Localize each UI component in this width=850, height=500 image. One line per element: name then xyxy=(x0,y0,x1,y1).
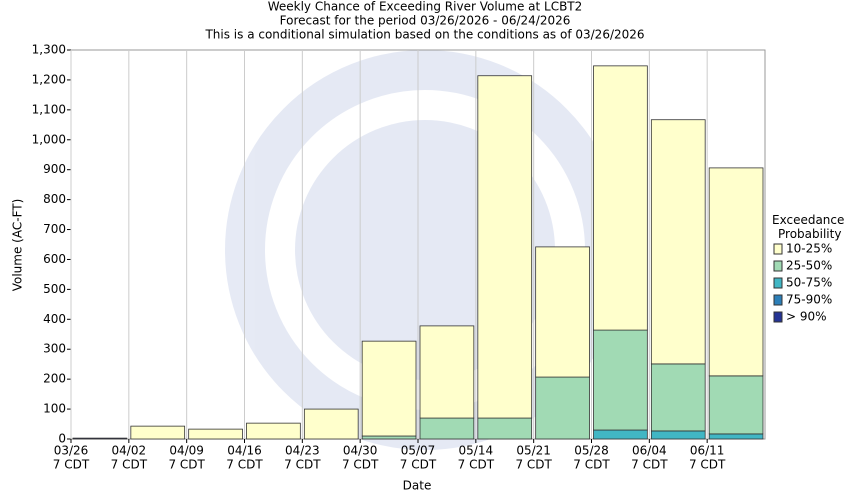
bar-segment xyxy=(130,425,186,440)
x-tick-time: 7 CDT xyxy=(400,458,437,472)
y-axis-label: Volume (AC-FT) xyxy=(11,199,25,292)
x-tick-label: 04/23 xyxy=(285,444,320,458)
x-tick-label: 04/16 xyxy=(227,444,262,458)
x-axis-label: Date xyxy=(403,479,432,493)
y-tick-label: 100 xyxy=(43,402,66,416)
bar-segment xyxy=(361,340,417,437)
legend-swatch xyxy=(773,243,783,255)
x-tick-time: 7 CDT xyxy=(573,458,610,472)
bar-segment xyxy=(593,65,648,331)
x-tick-label: 03/26 xyxy=(54,444,89,458)
legend-swatch xyxy=(773,294,783,306)
bar-segment xyxy=(303,408,359,440)
bar-segment xyxy=(650,430,706,440)
x-tick-time: 7 CDT xyxy=(458,458,495,472)
legend-swatch xyxy=(773,277,783,289)
bar-segment xyxy=(650,363,706,432)
x-tick-label: 06/04 xyxy=(632,444,667,458)
bar-segment xyxy=(188,428,243,440)
y-tick-label: 600 xyxy=(43,252,66,266)
legend-label: 10-25% xyxy=(786,242,832,256)
y-tick-label: 1,300 xyxy=(32,43,66,57)
legend-swatch xyxy=(773,311,783,323)
x-tick-label: 06/11 xyxy=(690,444,725,458)
bar-segment xyxy=(708,167,764,377)
y-tick-label: 900 xyxy=(43,162,66,176)
bar-segment xyxy=(593,429,648,440)
bar-segment xyxy=(593,329,648,431)
x-tick-label: 05/21 xyxy=(516,444,551,458)
y-tick-label: 500 xyxy=(43,282,66,296)
x-tick-time: 7 CDT xyxy=(53,458,90,472)
chart-subtitle: Forecast for the period 03/26/2026 - 06/… xyxy=(280,14,571,28)
x-tick-time: 7 CDT xyxy=(689,458,726,472)
bar-segment xyxy=(477,75,533,419)
x-tick-time: 7 CDT xyxy=(111,458,148,472)
x-tick-label: 04/30 xyxy=(343,444,378,458)
x-tick-time: 7 CDT xyxy=(226,458,263,472)
legend-label: > 90% xyxy=(786,310,827,324)
bar-segment xyxy=(650,119,706,365)
x-tick-time: 7 CDT xyxy=(342,458,379,472)
y-tick-label: 800 xyxy=(43,192,66,206)
x-tick-label: 05/07 xyxy=(401,444,436,458)
bar-segment xyxy=(419,325,475,419)
x-tick-time: 7 CDT xyxy=(168,458,205,472)
x-tick-label: 04/09 xyxy=(169,444,204,458)
x-tick-time: 7 CDT xyxy=(515,458,552,472)
chart-title: Weekly Chance of Exceeding River Volume … xyxy=(268,0,583,14)
y-tick-label: 1,100 xyxy=(32,102,66,116)
chart-note: This is a conditional simulation based o… xyxy=(204,28,644,42)
bar-segment xyxy=(361,435,417,440)
legend-label: 25-50% xyxy=(786,259,832,273)
bar-segment xyxy=(708,375,764,435)
x-tick-time: 7 CDT xyxy=(631,458,668,472)
x-tick-label: 04/02 xyxy=(112,444,147,458)
legend-title: Exceedance Probability xyxy=(772,213,844,241)
y-tick-label: 300 xyxy=(43,342,66,356)
bar-segment xyxy=(246,422,301,440)
bar-segment xyxy=(477,417,533,440)
bar-segment xyxy=(419,417,475,440)
y-tick-label: 700 xyxy=(43,222,66,236)
y-tick-label: 200 xyxy=(43,372,66,386)
bar-segment xyxy=(535,376,590,440)
y-tick-label: 1,000 xyxy=(32,132,66,146)
legend-swatch xyxy=(773,260,783,272)
legend-label: 75-90% xyxy=(786,293,832,307)
x-tick-time: 7 CDT xyxy=(284,458,321,472)
x-tick-label: 05/28 xyxy=(574,444,609,458)
bar-segment xyxy=(708,433,764,440)
bar-segment xyxy=(535,246,590,378)
bar-segment xyxy=(72,437,128,440)
y-tick-label: 0 xyxy=(58,432,66,446)
y-tick-label: 400 xyxy=(43,312,66,326)
legend-label: 50-75% xyxy=(786,276,832,290)
x-tick-label: 05/14 xyxy=(459,444,494,458)
y-tick-label: 1,200 xyxy=(32,72,66,86)
